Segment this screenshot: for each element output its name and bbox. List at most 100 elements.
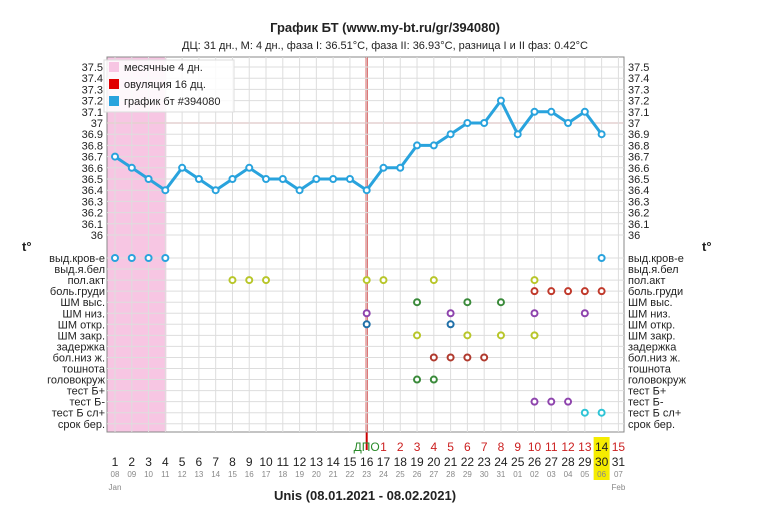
grid	[106, 56, 625, 433]
legend: месячные 4 дн. овуляция 16 дц. график бт #…	[103, 59, 235, 113]
date-label: 04	[564, 470, 573, 479]
dpo-day-label: 6	[464, 440, 471, 454]
symptom-label-right: ШМ выс.	[628, 297, 673, 309]
y-tick-label-right: 36.3	[628, 196, 649, 208]
symptom-marker	[530, 397, 539, 406]
temperature-point	[345, 175, 354, 183]
cycle-day-label: 4	[162, 455, 169, 469]
y-tick-label-right: 36.8	[628, 140, 649, 152]
date-label: 28	[446, 470, 455, 479]
symptom-label-right: тошнота	[628, 364, 672, 376]
date-label: 06	[597, 470, 606, 479]
symptom-label-left: тошнота	[62, 364, 106, 376]
symptom-marker	[530, 309, 539, 318]
temperature-point	[530, 107, 539, 116]
y-tick-label-left: 36.5	[82, 174, 103, 186]
symptom-marker	[530, 276, 539, 285]
date-label: 24	[379, 470, 388, 479]
symptom-label-left: тест Б-	[69, 397, 105, 409]
symptom-label-left: ШМ закр.	[58, 330, 105, 342]
cycle-day-label: 9	[246, 455, 253, 469]
temperature-point	[245, 163, 254, 172]
cycle-day-label: 31	[612, 455, 626, 469]
dpo-day-label: 13	[578, 440, 592, 454]
symptom-marker	[580, 287, 589, 296]
symptom-label-right: тест Б-	[628, 397, 664, 409]
y-tick-label-right: 36.9	[628, 129, 649, 141]
date-label: 18	[278, 470, 287, 479]
symptom-marker	[547, 397, 556, 406]
y-tick-label-left: 36.7	[82, 152, 103, 164]
cycle-day-label: 29	[578, 455, 592, 469]
symptom-label-right: срок бер.	[628, 419, 675, 431]
temperature-point	[329, 175, 338, 183]
symptom-label-left: ШМ выс.	[60, 297, 105, 309]
symptom-marker	[429, 353, 438, 362]
date-label: 03	[547, 470, 556, 479]
temperature-point	[144, 175, 153, 183]
cycle-day-label: 27	[545, 455, 559, 469]
cycle-day-label: 10	[259, 455, 273, 469]
date-label: 10	[144, 470, 153, 479]
date-label: 31	[496, 470, 505, 479]
temperature-point	[496, 96, 505, 105]
temperature-point	[513, 130, 522, 139]
symptom-marker	[413, 298, 422, 307]
y-tick-label-left: 36.1	[82, 219, 103, 231]
symptom-marker	[262, 276, 271, 285]
temperature-point	[178, 163, 187, 172]
symptom-label-left: пол.акт	[68, 275, 105, 287]
temperature-point	[312, 175, 321, 183]
cycle-day-label: 19	[410, 455, 424, 469]
symptom-marker	[111, 254, 119, 262]
symptom-marker	[362, 320, 371, 329]
y-axis-symbol-left: t°	[22, 239, 32, 254]
temperature-point	[295, 186, 304, 195]
dpo-day-label: 1	[380, 440, 387, 454]
cycle-day-label: 7	[212, 455, 219, 469]
y-tick-label-left: 36.3	[82, 196, 103, 208]
cycle-day-label: 1	[112, 455, 119, 469]
y-axis-symbol-right: t°	[702, 239, 712, 254]
cycle-day-label: 25	[511, 455, 525, 469]
symptom-marker	[429, 375, 438, 384]
symptom-label-right: головокруж	[628, 375, 687, 387]
date-label: 09	[127, 470, 136, 479]
y-tick-label-left: 37.4	[82, 73, 103, 85]
cycle-day-label: 23	[477, 455, 491, 469]
symptom-label-right: ШМ закр.	[628, 330, 675, 342]
y-tick-label-left: 37	[91, 118, 103, 130]
cycle-day-label: 13	[310, 455, 324, 469]
dpo-day-label: 5	[447, 440, 454, 454]
temperature-point	[564, 119, 573, 127]
cycle-day-label: 18	[394, 455, 408, 469]
y-tick-label-right: 36.5	[628, 174, 649, 186]
symptom-marker	[463, 331, 472, 340]
legend-swatch	[109, 79, 119, 89]
today-highlight	[593, 437, 610, 480]
date-label: 08	[111, 470, 120, 479]
symptom-label-right: ШМ откр.	[628, 319, 675, 331]
symptom-marker	[463, 353, 472, 362]
date-label: 15	[228, 470, 237, 479]
legend-label: график бт #394080	[124, 96, 221, 108]
temperature-point	[429, 141, 438, 150]
symptom-label-left: задержка	[57, 341, 106, 353]
y-tick-label-left: 37.3	[82, 84, 103, 96]
symptom-label-right: тест Б сл+	[628, 408, 681, 420]
temperature-point	[413, 141, 422, 150]
cycle-day-label: 28	[561, 455, 575, 469]
y-tick-label-left: 36	[91, 230, 103, 242]
date-label: 11	[161, 470, 170, 479]
chart-title: График БТ (www.my-bt.ru/gr/394080)	[270, 20, 500, 35]
symptom-label-right: тест Б+	[628, 386, 666, 398]
y-tick-label-left: 36.4	[82, 185, 103, 197]
y-tick-label-left: 37.1	[82, 107, 103, 119]
dpo-day-label: 4	[430, 440, 437, 454]
y-ticks: 37.5 37.537.4 37.437.3 37.337.2 37.237.1 37.1…	[82, 62, 650, 242]
cycle-day-label: 17	[377, 455, 391, 469]
symptom-label-right: пол.акт	[628, 275, 665, 287]
y-tick-label-right: 36	[628, 230, 640, 242]
dpo-day-label: 9	[514, 440, 521, 454]
cycle-day-label: 3	[145, 455, 152, 469]
